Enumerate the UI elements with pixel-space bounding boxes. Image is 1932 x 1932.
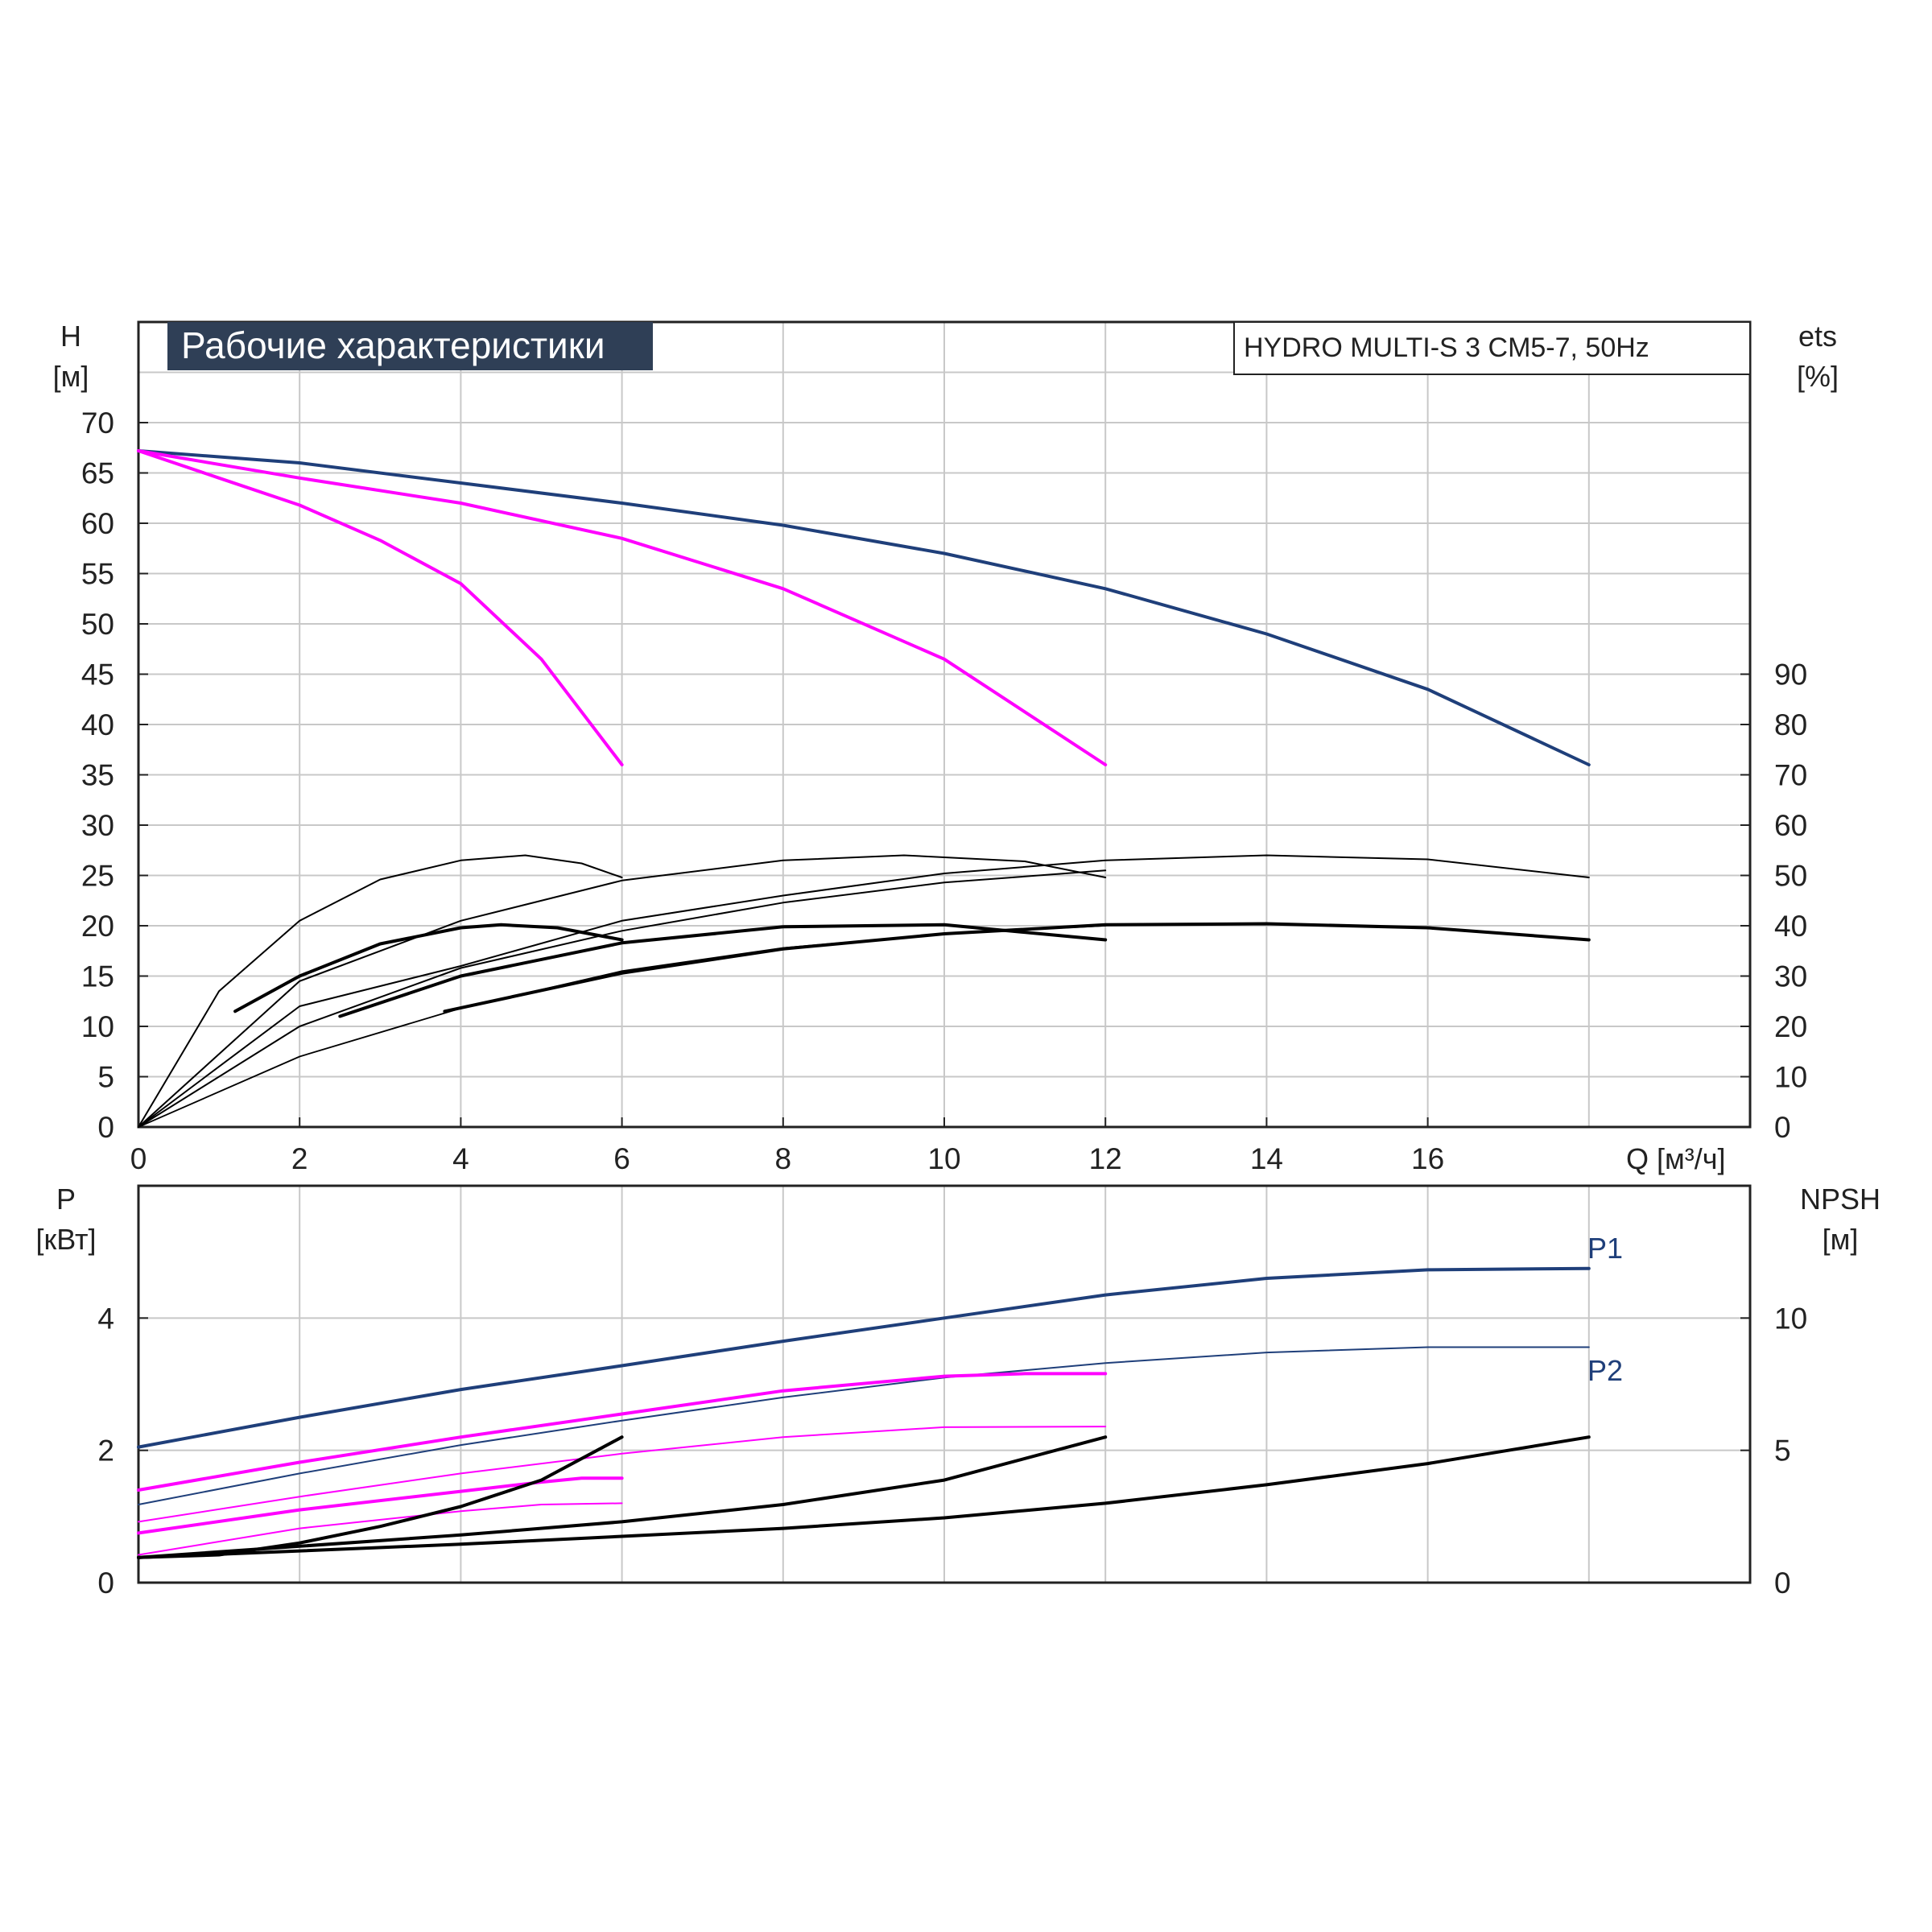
power-curve-4 xyxy=(138,1426,1107,1523)
head-axis-label: H xyxy=(60,320,81,353)
npsh-axis-tick: 5 xyxy=(1774,1435,1791,1468)
power-curve-8 xyxy=(137,1435,1108,1559)
head-efficiency-curve-9 xyxy=(233,923,624,1013)
efficiency-axis-tick: 90 xyxy=(1774,658,1807,691)
efficiency-axis-tick: 20 xyxy=(1774,1010,1807,1043)
p1-label: P1 xyxy=(1587,1232,1623,1265)
power-axis-tick: 0 xyxy=(97,1567,114,1600)
flow-axis-tick: 6 xyxy=(613,1142,630,1175)
flow-axis-tick: 14 xyxy=(1250,1142,1283,1175)
flow-axis-tick: 0 xyxy=(130,1142,147,1175)
top-panel-ticks: 0510152025303540455055606570010203040506… xyxy=(81,407,1807,1175)
power-curve-6 xyxy=(138,1502,623,1556)
npsh-axis-tick: 0 xyxy=(1774,1567,1791,1600)
pump-model-box xyxy=(1233,321,1751,375)
flow-axis-tick: 12 xyxy=(1089,1142,1122,1175)
efficiency-axis-tick: 10 xyxy=(1774,1061,1807,1094)
power-axis-tick: 2 xyxy=(97,1435,114,1468)
efficiency-axis-tick: 70 xyxy=(1774,759,1807,792)
efficiency-axis-tick: 80 xyxy=(1774,708,1807,741)
head-axis-tick: 25 xyxy=(81,860,114,893)
power-curve-3 xyxy=(137,1372,1108,1492)
bottom-panel-frame xyxy=(137,1184,1752,1584)
chart-title: Рабочие характеристики xyxy=(181,324,605,366)
head-efficiency-curve-3 xyxy=(137,449,624,766)
head-axis-tick: 5 xyxy=(97,1061,114,1094)
head-axis-tick: 60 xyxy=(81,507,114,540)
top-panel-curves xyxy=(137,449,1591,1128)
top-panel: 0510152025303540455055606570010203040506… xyxy=(53,320,1839,1175)
power-curve-2 xyxy=(138,1346,1590,1505)
npsh-axis-tick: 10 xyxy=(1774,1302,1807,1335)
efficiency-axis-tick: 60 xyxy=(1774,809,1807,842)
flow-axis-label: Q [м³/ч] xyxy=(1626,1142,1726,1175)
flow-axis-tick: 4 xyxy=(452,1142,469,1175)
bottom-panel: 0 2 4 0 5 10 P [кВт] NPSH [м] P1 P2 xyxy=(35,1183,1880,1600)
head-axis-tick: 10 xyxy=(81,1010,114,1043)
head-axis-tick: 55 xyxy=(81,558,114,591)
head-efficiency-curve-4 xyxy=(138,854,623,1128)
flow-axis-tick: 10 xyxy=(927,1142,960,1175)
efficiency-axis-tick: 50 xyxy=(1774,860,1807,893)
head-efficiency-curve-7 xyxy=(138,869,1107,1128)
head-axis-tick: 30 xyxy=(81,809,114,842)
power-curve-1 xyxy=(137,1266,1591,1449)
head-axis-tick: 0 xyxy=(97,1111,114,1144)
bottom-panel-curves xyxy=(137,1266,1591,1559)
power-axis-tick: 4 xyxy=(97,1302,114,1335)
efficiency-axis-unit: [%] xyxy=(1797,360,1839,393)
efficiency-axis-tick: 40 xyxy=(1774,910,1807,943)
head-axis-tick: 40 xyxy=(81,708,114,741)
npsh-axis-label: NPSH xyxy=(1800,1183,1880,1216)
flow-axis-tick: 16 xyxy=(1411,1142,1444,1175)
head-axis-tick: 35 xyxy=(81,759,114,792)
power-curve-9 xyxy=(137,1435,1591,1559)
pump-model-label: HYDRO MULTI-S 3 CM5-7, 50Hz xyxy=(1244,332,1649,363)
flow-axis-tick: 8 xyxy=(775,1142,792,1175)
bottom-panel-grid xyxy=(138,1186,1750,1583)
bottom-panel-ticks: 0 2 4 0 5 10 xyxy=(97,1302,1807,1600)
chart-title-box xyxy=(167,322,653,370)
head-efficiency-curve-5 xyxy=(138,854,1107,1128)
efficiency-axis-tick: 0 xyxy=(1774,1111,1791,1144)
head-axis-tick: 45 xyxy=(81,658,114,691)
power-axis-label: P xyxy=(56,1183,76,1216)
head-axis-tick: 20 xyxy=(81,910,114,943)
head-axis-tick: 15 xyxy=(81,960,114,993)
power-curve-5 xyxy=(137,1476,624,1535)
head-efficiency-curve-2 xyxy=(137,449,1108,766)
npsh-axis-unit: [м] xyxy=(1823,1223,1859,1256)
head-axis-tick: 50 xyxy=(81,608,114,641)
head-axis-tick: 65 xyxy=(81,457,114,490)
head-axis-unit: [м] xyxy=(53,360,89,393)
efficiency-axis-label: ets xyxy=(1798,320,1837,353)
p2-label: P2 xyxy=(1587,1354,1623,1387)
head-efficiency-curve-6 xyxy=(138,854,1590,1128)
top-panel-grid xyxy=(138,322,1750,1127)
power-axis-unit: [кВт] xyxy=(35,1223,96,1256)
head-axis-tick: 70 xyxy=(81,407,114,440)
head-efficiency-curve-10 xyxy=(338,923,1108,1018)
efficiency-axis-tick: 30 xyxy=(1774,960,1807,993)
flow-axis-tick: 2 xyxy=(291,1142,308,1175)
head-efficiency-curve-1 xyxy=(137,449,1591,766)
head-efficiency-curve-11 xyxy=(443,922,1591,1013)
